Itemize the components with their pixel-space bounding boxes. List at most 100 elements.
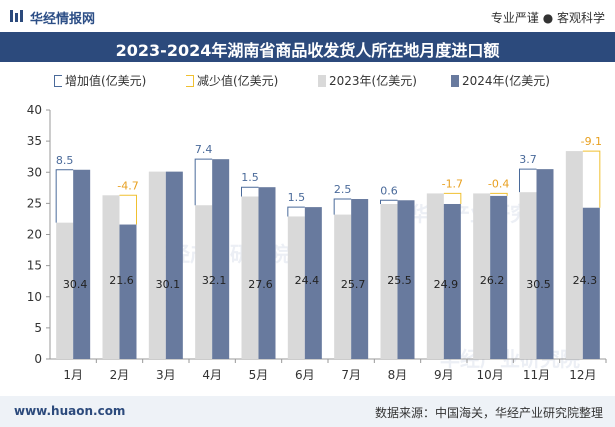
y-tick-label: 30 — [27, 165, 42, 179]
change-label: 8.5 — [56, 154, 74, 167]
x-tick-label: 4月 — [202, 368, 222, 382]
y-tick-label: 15 — [27, 259, 42, 273]
bars — [55, 150, 601, 359]
x-tick-label: 3月 — [156, 368, 176, 382]
bar-2023 — [102, 195, 120, 359]
bar-2024 — [119, 224, 137, 359]
increase-marker — [55, 169, 74, 223]
tagline: 专业严谨 ● 客观科学 — [490, 11, 605, 25]
value-label-2024: 30.5 — [526, 278, 551, 291]
change-label: 2.5 — [334, 183, 352, 196]
value-label-2024: 30.4 — [63, 278, 88, 291]
top-bar: 华经情报网 专业严谨 ● 客观科学 — [0, 0, 615, 32]
value-label-2024: 24.3 — [573, 274, 598, 287]
data-labels: 8.5 30.4 -4.7 21.6 30.1 7.4 32.1 1.5 27.6 1.5 24.4… — [56, 135, 602, 291]
x-tick-label: 9月 — [434, 368, 454, 382]
value-label-2024: 24.9 — [434, 278, 459, 291]
increase-marker — [287, 206, 305, 217]
bar-2023 — [287, 216, 305, 359]
legend-increase-label: 增加值(亿美元) — [65, 74, 147, 88]
legend-2023: 2023年(亿美元) — [318, 72, 417, 89]
change-label: -4.7 — [117, 179, 138, 192]
legend: 增加值(亿美元) 减少值(亿美元) 2023年(亿美元) 2024年(亿美元) — [0, 72, 615, 92]
increase-marker — [380, 199, 398, 204]
bar-2023 — [241, 196, 259, 359]
legend-2024-swatch — [451, 74, 459, 87]
bar-2023 — [148, 171, 166, 359]
change-label: 1.5 — [241, 171, 259, 184]
value-label-2024: 25.7 — [341, 278, 366, 291]
value-label-2024: 27.6 — [248, 278, 273, 291]
increase-marker — [194, 158, 213, 206]
increase-marker — [241, 186, 259, 197]
bar-2024 — [165, 171, 183, 359]
bar-2024 — [490, 195, 508, 359]
bar-2024 — [536, 169, 554, 359]
bar-2023 — [56, 222, 74, 359]
value-label-2024: 25.5 — [387, 274, 412, 287]
increase-marker — [519, 168, 537, 193]
x-tick-label: 2月 — [110, 368, 130, 382]
bar-2024 — [443, 203, 461, 359]
y-tick-label: 40 — [27, 103, 42, 117]
value-label-2024: 26.2 — [480, 274, 505, 287]
footer-bar — [0, 396, 615, 427]
bar-2024 — [258, 187, 276, 359]
website-link[interactable]: www.huaon.com — [14, 404, 126, 418]
bar-2023 — [519, 192, 537, 359]
legend-2023-swatch — [318, 74, 326, 87]
legend-2023-label: 2023年(亿美元) — [329, 74, 417, 88]
value-label-2024: 21.6 — [109, 274, 134, 287]
y-tick-label: 20 — [27, 228, 42, 242]
y-tick-label: 35 — [27, 134, 42, 148]
x-tick-label: 8月 — [388, 368, 408, 382]
x-tick-label: 5月 — [249, 368, 269, 382]
y-tick-label: 0 — [34, 352, 42, 366]
change-label: 3.7 — [519, 153, 537, 166]
change-label: 0.6 — [380, 184, 398, 197]
bar-2024 — [304, 207, 322, 359]
legend-increase-swatch — [54, 74, 62, 87]
change-label: 1.5 — [288, 191, 306, 204]
legend-decrease-swatch — [186, 74, 194, 87]
bar-2023 — [565, 151, 583, 359]
decrease-marker — [119, 194, 137, 225]
change-label: -1.7 — [442, 177, 463, 190]
bar-2023 — [334, 214, 352, 359]
legend-increase: 增加值(亿美元) — [54, 72, 146, 89]
bar-2024 — [351, 199, 369, 359]
decrease-marker — [582, 150, 601, 208]
decrease-marker — [490, 192, 508, 196]
bar-2024 — [397, 200, 415, 359]
bar-2024 — [73, 169, 91, 359]
legend-decrease: 减少值(亿美元) — [186, 72, 278, 89]
y-tick-label: 25 — [27, 196, 42, 210]
title-bar — [0, 32, 615, 62]
legend-decrease-label: 减少值(亿美元) — [197, 74, 279, 88]
value-label-2024: 32.1 — [202, 274, 227, 287]
bar-2023 — [195, 205, 213, 359]
bar-2024 — [582, 207, 600, 359]
chart-title: 2023-2024年湖南省商品收发货人所在地月度进口额 — [115, 41, 500, 60]
bar-2023 — [380, 203, 398, 359]
bar-2023 — [426, 193, 444, 359]
value-label-2024: 30.1 — [156, 278, 181, 291]
change-label: -9.1 — [581, 135, 602, 148]
x-tick-label: 6月 — [295, 368, 315, 382]
change-label: 7.4 — [195, 143, 213, 156]
x-tick-label: 7月 — [341, 368, 361, 382]
increase-marker — [333, 198, 352, 215]
legend-2024: 2024年(亿美元) — [451, 72, 550, 89]
x-tick-label: 1月 — [63, 368, 83, 382]
brand-name: 华经情报网 — [30, 12, 96, 27]
y-tick-label: 10 — [27, 290, 42, 304]
change-label: -0.4 — [488, 177, 509, 190]
x-tick-label: 10月 — [477, 368, 504, 382]
y-tick-label: 5 — [34, 321, 42, 335]
x-tick-label: 11月 — [523, 368, 550, 382]
bar-2024 — [212, 159, 230, 359]
brand-logo-icon — [10, 10, 23, 22]
axes: 0 5 10 15 20 25 30 35 40 1月 2月 3月 4月 5月 6月 7月 8月 9月 10月 11月… — [27, 103, 607, 382]
decrease-marker — [443, 192, 462, 204]
value-label-2024: 24.4 — [295, 274, 320, 287]
